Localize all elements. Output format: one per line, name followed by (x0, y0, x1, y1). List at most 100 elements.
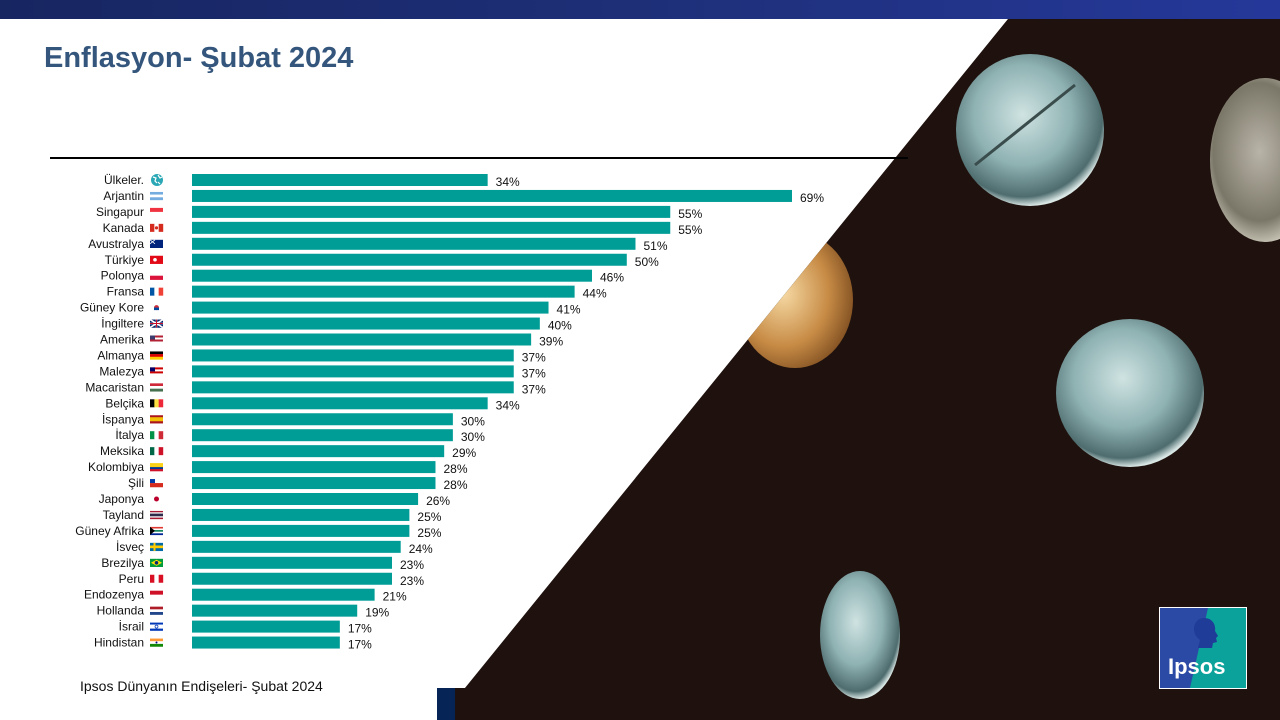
flag-south-korea-icon (154, 305, 159, 311)
logo-text: Ipsos (1168, 654, 1225, 679)
flag-south-africa-icon (150, 526, 163, 536)
ipsos-logo: Ipsos (1159, 607, 1247, 689)
flag-australia-icon (149, 239, 163, 248)
bar (192, 445, 445, 458)
flag-italy-icon (150, 431, 164, 440)
data-label: 50% (635, 255, 659, 269)
category-label: Avustralya (88, 237, 144, 251)
bar (192, 461, 436, 474)
data-label: 24% (409, 542, 433, 556)
category-label: Endozenya (84, 588, 144, 602)
coin-4 (1056, 319, 1204, 467)
category-label: Macaristan (85, 380, 144, 394)
slide-title: Enflasyon- Şubat 2024 (44, 42, 354, 74)
flag-peru-icon (150, 574, 164, 583)
flag-colombia-icon (150, 463, 163, 472)
bar (192, 540, 401, 553)
data-label: 37% (522, 366, 546, 380)
category-label: İtalya (115, 428, 144, 442)
data-label: 39% (539, 335, 563, 349)
bar (192, 349, 514, 362)
data-label: 46% (600, 271, 624, 285)
category-label: Brezilya (101, 556, 144, 570)
flag-canada-icon (150, 223, 164, 232)
data-label: 37% (522, 382, 546, 396)
bar (192, 604, 358, 617)
bar (192, 381, 514, 394)
data-label: 37% (522, 350, 546, 364)
data-label: 23% (400, 574, 424, 588)
data-label: 28% (443, 478, 467, 492)
data-label: 28% (443, 462, 467, 476)
flag-thailand-icon (150, 510, 163, 520)
category-label: Japonya (99, 492, 145, 506)
data-label: 30% (461, 414, 485, 428)
bar (192, 588, 375, 601)
category-label: Meksika (100, 444, 144, 458)
globe-icon (151, 174, 163, 186)
data-label: 34% (496, 175, 520, 189)
data-label: 44% (583, 287, 607, 301)
bar (192, 221, 671, 234)
flag-hungary-icon (150, 383, 163, 392)
bar (192, 413, 453, 426)
bar (192, 477, 436, 490)
flag-argentina-icon (150, 191, 163, 201)
data-label: 29% (452, 446, 476, 460)
flag-belgium-icon (150, 399, 164, 408)
bar (192, 269, 592, 282)
category-label: Kolombiya (88, 460, 144, 474)
category-label: Hindistan (94, 636, 144, 650)
flag-spain-icon (150, 415, 163, 424)
category-label: Şili (128, 476, 144, 490)
category-label: Türkiye (105, 253, 145, 267)
category-label: Belçika (105, 396, 144, 410)
logo-head-icon (1194, 618, 1218, 648)
bar (192, 333, 532, 346)
bar (192, 636, 340, 649)
data-label: 41% (557, 303, 581, 317)
category-label: Fransa (107, 285, 145, 299)
bar (192, 189, 792, 202)
bar (192, 301, 549, 314)
bar (192, 429, 453, 442)
bar (192, 285, 575, 298)
flag-india-icon (150, 638, 163, 647)
data-label: 69% (800, 191, 824, 205)
data-label: 25% (417, 526, 441, 540)
bar (192, 365, 514, 378)
category-label: Kanada (103, 221, 145, 235)
category-label: İsveç (116, 540, 144, 554)
data-label: 26% (426, 494, 450, 508)
flag-netherlands-icon (150, 606, 163, 615)
flag-japan-icon (154, 496, 159, 502)
top-banner (0, 0, 1280, 19)
category-label: Malezya (99, 364, 144, 378)
category-label: Singapur (96, 205, 144, 219)
data-label: 51% (643, 239, 667, 253)
category-label: İngiltere (101, 317, 144, 331)
category-label: İsrail (119, 620, 144, 634)
coin-2 (1210, 78, 1280, 242)
dark-photo-region (455, 19, 1280, 720)
bar (192, 508, 410, 521)
category-label: Güney Afrika (75, 524, 144, 538)
footer-source: Ipsos Dünyanın Endişeleri- Şubat 2024 (80, 678, 323, 694)
data-label: 23% (400, 558, 424, 572)
category-label: Peru (119, 572, 144, 586)
flag-brazil-icon (150, 558, 163, 567)
flag-turkey-icon (150, 255, 163, 264)
data-label: 55% (678, 207, 702, 221)
bar (192, 493, 419, 505)
data-label: 17% (348, 638, 372, 652)
category-label: Polonya (101, 269, 145, 283)
flag-france-icon (150, 287, 164, 296)
data-label: 21% (383, 590, 407, 604)
category-label: Almanya (97, 348, 144, 362)
category-label: Arjantin (103, 189, 144, 203)
bar (192, 397, 488, 410)
flag-indonesia-icon (150, 590, 163, 599)
bar (192, 205, 671, 218)
